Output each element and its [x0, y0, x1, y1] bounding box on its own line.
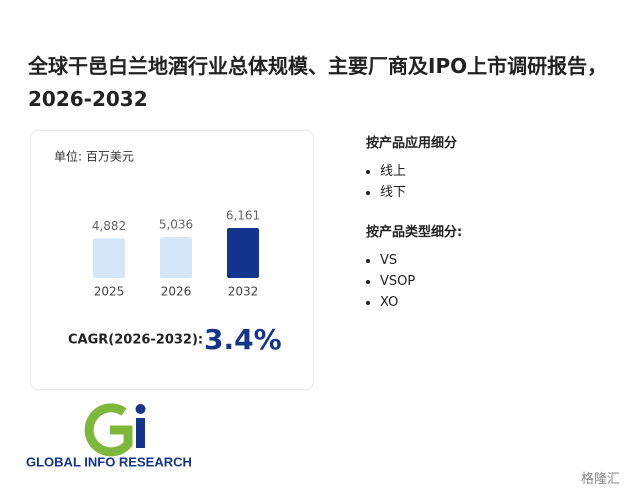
unit-label: 单位: 百万美元	[54, 149, 134, 164]
x-tick-label: 2025	[94, 285, 125, 299]
bar	[227, 228, 259, 278]
page-title: 全球干邑白兰地酒行业总体规模、主要厂商及IPO上市调研报告，2026-2032	[28, 54, 608, 111]
bar	[160, 237, 192, 278]
brand: 格隆汇	[580, 472, 620, 487]
x-tick-label: 2026	[161, 285, 192, 299]
x-tick-label: 2032	[228, 285, 259, 299]
cagr-value: 3.4%	[204, 323, 282, 356]
logo: GLOBAL INFO RESEARCH	[24, 400, 214, 479]
segment-item: VSOP	[380, 271, 462, 292]
logo-text: GLOBAL INFO RESEARCH	[26, 454, 192, 469]
segment-title: 按产品类型细分:	[366, 225, 463, 240]
value-label: 6,161	[226, 209, 260, 223]
value-label: 4,882	[92, 219, 126, 233]
chart: 单位: 百万美元 4,882 2025 5,036 2026 6,161 2032 CAG…	[54, 149, 282, 357]
segment-title: 按产品应用细分	[366, 136, 458, 151]
bar	[93, 238, 125, 278]
segments: 按产品应用细分线上线下按产品类型细分: VSVSOPXO	[366, 132, 462, 331]
segment-list: VSVSOPXO	[366, 250, 462, 313]
segment-list: 线上线下	[366, 161, 462, 203]
logo-mark: GLOBAL INFO RESEARCH	[26, 403, 192, 469]
value-label: 5,036	[159, 218, 193, 232]
segment-item: XO	[380, 292, 462, 313]
logo-dot	[135, 404, 146, 414]
segment-item: 线下	[380, 182, 462, 203]
logo-i	[136, 418, 145, 448]
segment-item: VS	[380, 250, 462, 271]
segment-item: 线上	[380, 161, 462, 182]
chart-card: 单位: 百万美元 4,882 2025 5,036 2026 6,161 2032 CAG…	[30, 130, 314, 390]
cagr-label: CAGR(2026-2032):	[68, 333, 203, 348]
logo-g	[84, 403, 133, 457]
